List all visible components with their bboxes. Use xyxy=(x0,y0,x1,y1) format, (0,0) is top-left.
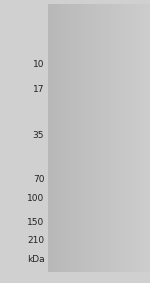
Bar xyxy=(52,62,73,67)
Bar xyxy=(52,220,73,224)
Bar xyxy=(52,239,73,243)
Text: 10: 10 xyxy=(33,60,44,69)
Bar xyxy=(52,133,73,138)
Text: 210: 210 xyxy=(27,236,44,245)
Text: 100: 100 xyxy=(27,194,44,203)
Text: 17: 17 xyxy=(33,85,44,94)
Text: 70: 70 xyxy=(33,175,44,184)
Bar xyxy=(52,196,73,200)
Bar xyxy=(52,177,73,182)
Bar xyxy=(84,83,126,96)
Bar xyxy=(85,85,124,94)
Bar xyxy=(52,87,73,92)
Text: 35: 35 xyxy=(33,131,44,140)
Text: 150: 150 xyxy=(27,218,44,227)
Text: kDa: kDa xyxy=(27,255,44,264)
